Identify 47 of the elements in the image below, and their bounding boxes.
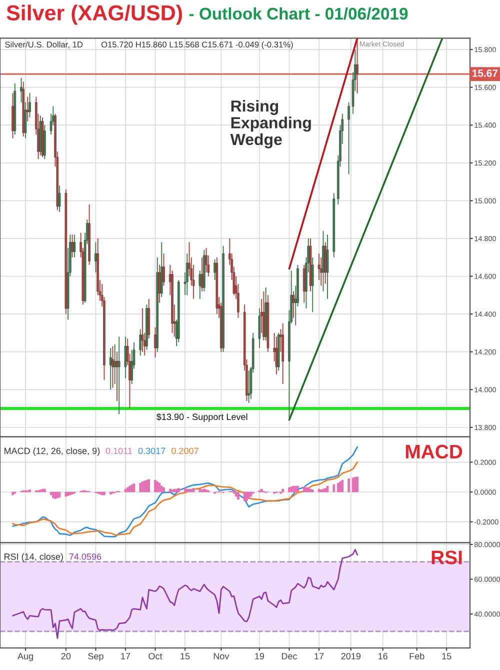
x-tick-label: Oct [148, 652, 162, 660]
candlestick [275, 336, 278, 375]
text: 74.0596 [69, 553, 102, 560]
text: 0.2007 [172, 448, 198, 454]
annotation: MACD (12, 26, close, 9) [4, 447, 100, 456]
x-tick-label: 15 [180, 653, 190, 660]
candlestick [198, 270, 202, 300]
chart-title: Silver (XAG/USD) [6, 4, 182, 25]
annotation: O15.720 H15.860 L15.568 C15.671 -0.049 (-0.31%) [101, 41, 293, 50]
candlestick [116, 351, 118, 402]
x-tick-label: Nov [214, 653, 230, 660]
candlestick [139, 328, 142, 356]
candlestick [258, 308, 261, 349]
candlestick [186, 253, 188, 296]
candlestick [109, 348, 112, 390]
x-tick-label: Sep [88, 652, 104, 662]
chart-title: MACD [406, 444, 462, 459]
x-tick-label: 20 [61, 652, 71, 660]
x-tick-label: Dec [282, 653, 298, 660]
candlestick [114, 344, 116, 384]
text: 0.1011 [106, 448, 132, 454]
candlestick [28, 92, 31, 118]
candlestick [112, 346, 114, 388]
x-tick-label: 17 [314, 653, 324, 660]
candlestick [141, 308, 144, 352]
candlestick [118, 336, 120, 415]
candlestick [200, 256, 204, 292]
x-tick-label: 2019 [341, 652, 361, 660]
x-tick-label: 17 [121, 653, 130, 660]
annotation: Silver/U.S. Dollar, 1D [5, 41, 83, 48]
candlestick [326, 234, 329, 300]
candlestick [73, 234, 76, 258]
ref-line-label: 15.67 [472, 70, 498, 77]
annotation: Rising Expanding Wedge [230, 100, 311, 148]
x-tick-label: 15 [442, 653, 452, 660]
ref-line-label: $13.90 - Support Level [156, 413, 248, 422]
candlestick [356, 38, 358, 94]
line-series [12, 461, 358, 536]
x-tick-label: 19 [255, 652, 264, 660]
text: 0.3017 [138, 448, 166, 454]
chart-title: RSI [432, 550, 462, 564]
x-tick-label: Aug [18, 653, 33, 662]
annotation: RSI (14, close) [4, 553, 63, 562]
x-tick-label: 16 [378, 652, 388, 660]
chart-subtitle: - Outlook Chart - 01/06/2019 [189, 7, 408, 20]
x-tick-label: Feb [410, 652, 424, 660]
candlestick [124, 336, 127, 379]
